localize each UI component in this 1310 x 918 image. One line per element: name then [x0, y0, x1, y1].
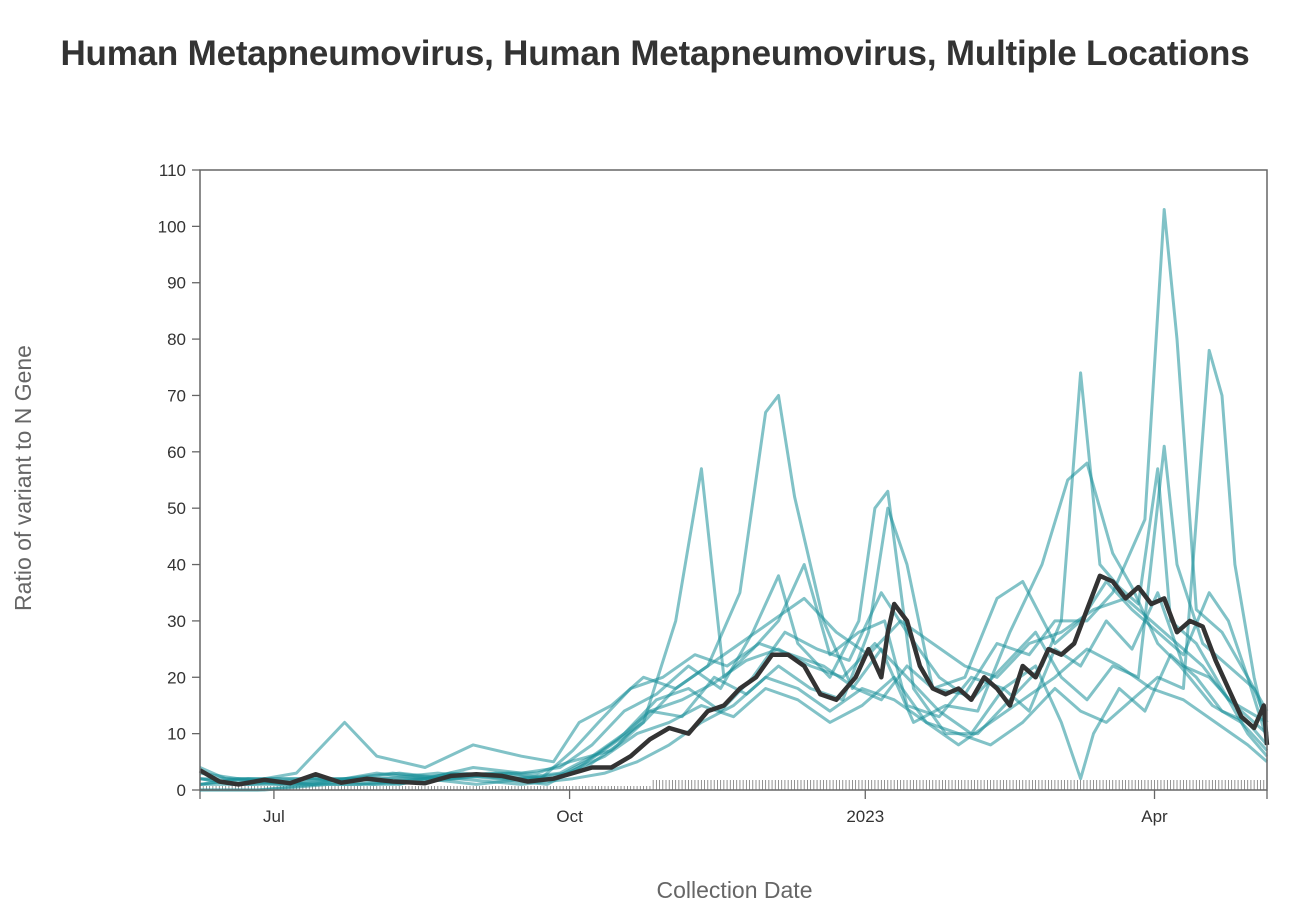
y-tick-label: 10: [167, 725, 186, 744]
mean-line-layer: [198, 573, 1270, 787]
y-axis-label: Ratio of variant to N Gene: [10, 345, 36, 611]
y-tick-label: 30: [167, 612, 186, 631]
y-tick-label: 20: [167, 668, 186, 687]
series-line-location-9: [200, 596, 1268, 792]
y-tick-label: 60: [167, 443, 186, 462]
series-lines: [199, 208, 1269, 792]
x-tick-label: Jul: [263, 807, 285, 826]
mean-line: [198, 573, 1270, 787]
y-tick-label: 50: [167, 499, 186, 518]
plot-frame: [199, 169, 1268, 791]
series-line-location-2: [199, 394, 1269, 786]
series-line-location-7: [199, 444, 1269, 786]
series-line-location-10: [200, 647, 1268, 792]
series-line-location-6: [200, 348, 1269, 786]
x-axis-label: Collection Date: [657, 877, 813, 903]
x-tick-label: 2023: [846, 807, 884, 826]
y-tick-label: 80: [167, 330, 186, 349]
y-tick-label: 70: [167, 386, 186, 405]
series-line-location-3: [199, 371, 1269, 786]
y-tick-label: 100: [158, 217, 186, 236]
y-tick-label: 110: [159, 161, 186, 180]
chart-title: Human Metapneumovirus, Human Metapneumov…: [60, 34, 1250, 73]
x-axis: Jul Oct 2023 Apr: [199, 790, 1268, 826]
series-line-location-5: [200, 580, 1269, 781]
y-tick-label: 0: [177, 781, 186, 800]
y-tick-label: 90: [167, 274, 186, 293]
y-axis: 0 10 20 30 40 50 60 70 80 90 100 110: [158, 161, 200, 800]
x-tick-label: Apr: [1141, 807, 1168, 826]
y-tick-label: 40: [167, 556, 186, 575]
x-tick-label: Oct: [556, 807, 583, 826]
